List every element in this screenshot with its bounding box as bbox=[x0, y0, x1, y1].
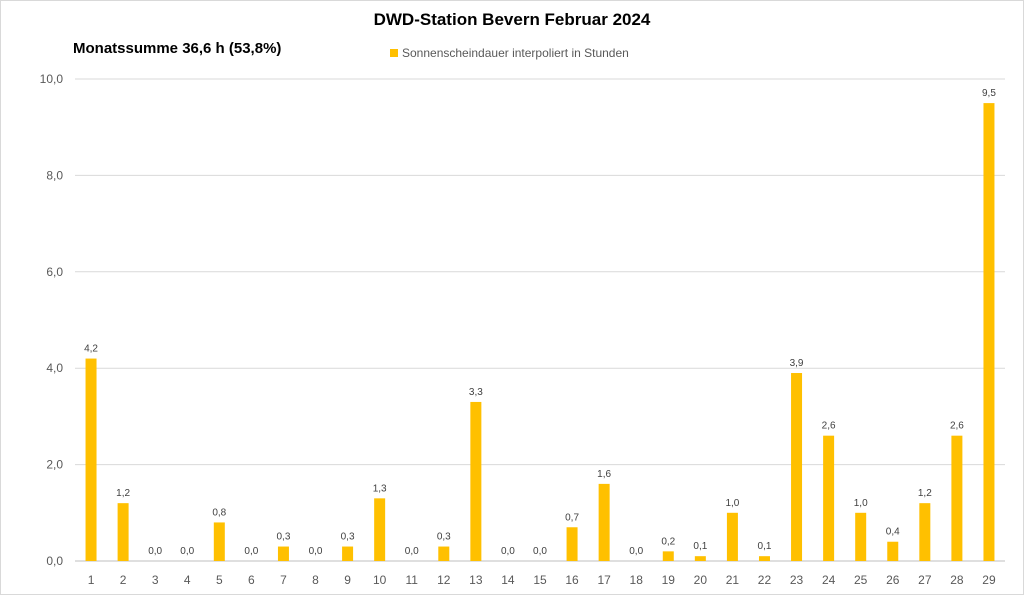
x-tick-label: 15 bbox=[533, 573, 547, 587]
data-label: 0,8 bbox=[212, 507, 226, 518]
x-tick-label: 1 bbox=[88, 573, 95, 587]
bar bbox=[566, 527, 578, 561]
x-tick-label: 21 bbox=[726, 573, 740, 587]
x-tick-label: 5 bbox=[216, 573, 223, 587]
x-tick-label: 20 bbox=[694, 573, 708, 587]
y-tick-label: 2,0 bbox=[46, 458, 63, 472]
data-label: 0,0 bbox=[501, 546, 515, 557]
x-tick-label: 4 bbox=[184, 573, 191, 587]
bar bbox=[919, 503, 931, 561]
x-tick-label: 12 bbox=[437, 573, 451, 587]
x-tick-label: 3 bbox=[152, 573, 159, 587]
x-tick-label: 27 bbox=[918, 573, 932, 587]
data-label: 1,3 bbox=[373, 483, 387, 494]
x-tick-label: 9 bbox=[344, 573, 351, 587]
bar bbox=[951, 435, 963, 561]
x-tick-label: 23 bbox=[790, 573, 804, 587]
data-label: 0,0 bbox=[533, 546, 547, 557]
bar bbox=[758, 556, 770, 561]
x-tick-label: 22 bbox=[758, 573, 772, 587]
bar bbox=[213, 522, 225, 561]
x-tick-label: 17 bbox=[597, 573, 611, 587]
bar bbox=[470, 401, 482, 561]
bar bbox=[855, 512, 867, 561]
x-tick-label: 29 bbox=[982, 573, 996, 587]
y-tick-label: 6,0 bbox=[46, 265, 63, 279]
data-label: 0,4 bbox=[886, 527, 900, 538]
data-label: 0,0 bbox=[309, 546, 323, 557]
y-tick-label: 10,0 bbox=[40, 72, 64, 86]
bar bbox=[662, 551, 674, 561]
x-tick-label: 7 bbox=[280, 573, 287, 587]
bar bbox=[598, 483, 610, 561]
bar bbox=[277, 546, 289, 561]
x-tick-label: 10 bbox=[373, 573, 387, 587]
chart-title: DWD-Station Bevern Februar 2024 bbox=[373, 10, 651, 29]
data-label: 1,2 bbox=[918, 488, 932, 499]
data-label: 3,3 bbox=[469, 387, 483, 398]
data-label: 1,0 bbox=[725, 498, 739, 509]
y-tick-label: 8,0 bbox=[46, 168, 63, 182]
bar bbox=[374, 498, 386, 561]
x-tick-label: 18 bbox=[630, 573, 644, 587]
bar bbox=[117, 503, 129, 561]
data-label: 0,1 bbox=[758, 541, 772, 552]
bar bbox=[726, 512, 738, 561]
bar bbox=[342, 546, 354, 561]
bars bbox=[85, 103, 995, 561]
data-label: 2,6 bbox=[822, 421, 836, 432]
bar bbox=[887, 541, 899, 561]
data-labels: 4,2 1,2 0,0 0,0 0,8 0,0 0,3 0,0 0,3 1,3 0,0 0,3 3,3 0… bbox=[84, 88, 996, 557]
data-label: 0,3 bbox=[437, 532, 451, 543]
legend-label: Sonnenscheindauer interpoliert in Stunde… bbox=[402, 46, 629, 60]
data-label: 1,0 bbox=[854, 498, 868, 509]
legend-swatch bbox=[390, 49, 398, 57]
y-tick-label: 4,0 bbox=[46, 361, 63, 375]
data-label: 0,3 bbox=[341, 532, 355, 543]
data-label: 1,2 bbox=[116, 488, 130, 499]
x-tick-label: 24 bbox=[822, 573, 836, 587]
bar bbox=[983, 103, 995, 561]
x-tick-label: 26 bbox=[886, 573, 900, 587]
x-tick-label: 2 bbox=[120, 573, 127, 587]
data-label: 2,6 bbox=[950, 421, 964, 432]
x-tick-label: 16 bbox=[565, 573, 579, 587]
data-label: 0,1 bbox=[693, 541, 707, 552]
x-tick-label: 14 bbox=[501, 573, 515, 587]
data-label: 4,2 bbox=[84, 344, 98, 355]
x-tick-label: 13 bbox=[469, 573, 483, 587]
chart-subtitle: Monatssumme 36,6 h (53,8%) bbox=[73, 40, 282, 57]
y-tick-label: 0,0 bbox=[46, 554, 63, 568]
data-label: 0,0 bbox=[405, 546, 419, 557]
bar bbox=[85, 358, 97, 561]
data-label: 0,0 bbox=[244, 546, 258, 557]
x-tick-label: 6 bbox=[248, 573, 255, 587]
data-label: 3,9 bbox=[790, 358, 804, 369]
x-axis-ticks: 1 2 3 4 5 6 7 8 9 10 11 12 13 14 15 16 17 18 19 20 21 22 23 24 2… bbox=[88, 573, 996, 587]
x-tick-label: 19 bbox=[662, 573, 676, 587]
bar bbox=[791, 373, 803, 561]
data-label: 0,0 bbox=[629, 546, 643, 557]
data-label: 0,7 bbox=[565, 512, 579, 523]
gridlines bbox=[75, 78, 1005, 562]
y-axis-ticks: 0,0 2,0 4,0 6,0 8,0 10,0 bbox=[40, 72, 64, 568]
bar bbox=[823, 435, 835, 561]
bar bbox=[694, 556, 706, 561]
x-tick-label: 11 bbox=[405, 573, 418, 587]
data-label: 1,6 bbox=[597, 469, 611, 480]
x-tick-label: 28 bbox=[950, 573, 964, 587]
x-tick-label: 8 bbox=[312, 573, 319, 587]
data-label: 0,0 bbox=[180, 546, 194, 557]
x-tick-label: 25 bbox=[854, 573, 868, 587]
data-label: 0,2 bbox=[661, 536, 675, 547]
data-label: 0,3 bbox=[276, 532, 290, 543]
data-label: 0,0 bbox=[148, 546, 162, 557]
legend: Sonnenscheindauer interpoliert in Stunde… bbox=[390, 46, 629, 60]
bar bbox=[438, 546, 450, 561]
data-label: 9,5 bbox=[982, 88, 996, 99]
